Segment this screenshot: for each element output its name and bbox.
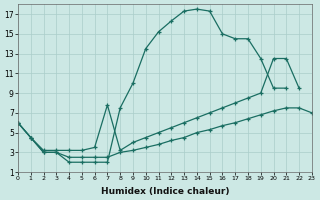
X-axis label: Humidex (Indice chaleur): Humidex (Indice chaleur) (101, 187, 229, 196)
